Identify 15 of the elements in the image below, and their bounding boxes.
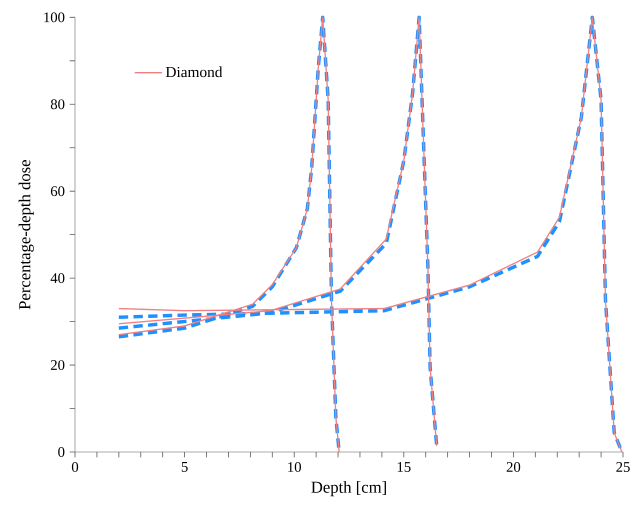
x-tick-label: 25 [616,462,630,472]
x-tick-label: 20 [506,462,520,472]
x-tick-label: 0 [72,462,78,472]
x-tick-label: 5 [182,462,188,472]
x-tick-label: 10 [288,462,301,472]
y-tick-label: 60 [50,186,64,196]
legend-label: Diamond [166,66,222,78]
y-axis-title: Percentage-depth dose [18,160,34,310]
x-axis-title: Depth [cm] [311,481,386,496]
y-tick-label: 0 [58,447,64,457]
y-tick-label: 80 [50,99,64,110]
y-tick-label: 20 [50,360,64,370]
y-tick-label: 100 [44,12,64,22]
y-tick-label: 40 [50,273,64,284]
x-tick-label: 15 [398,462,411,472]
